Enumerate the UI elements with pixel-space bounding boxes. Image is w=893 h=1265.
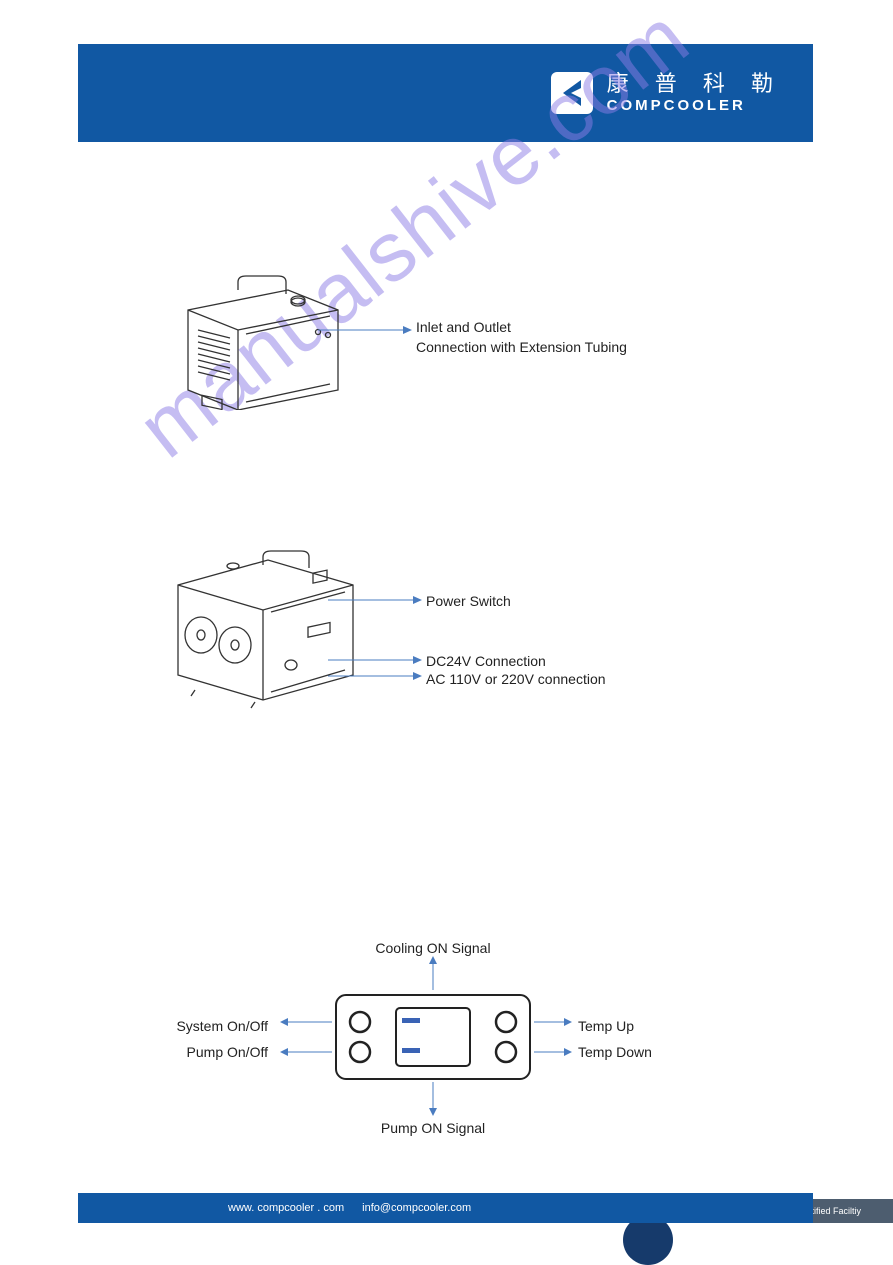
logo-text: 康 普 科 勒 COMPCOOLER <box>607 71 783 115</box>
brand-logo: 康 普 科 勒 COMPCOOLER <box>551 71 783 115</box>
callout-line-2: Connection with Extension Tubing <box>416 338 627 358</box>
callout-ac-power: AC 110V or 220V connection <box>426 670 606 690</box>
footer-website[interactable]: www. compcooler . com <box>228 1202 344 1214</box>
figure-2-rear-view: Power Switch DC24V Connection AC 110V or… <box>78 530 813 730</box>
callout-power-switch: Power Switch <box>426 592 511 612</box>
figure-3-control-panel: Cooling ON Signal Pump ON Signal System … <box>78 940 813 1140</box>
figure-1-front-view: Inlet and Outlet Connection with Extensi… <box>78 260 813 420</box>
brand-name-en: COMPCOOLER <box>607 97 783 115</box>
control-panel-icon <box>218 940 678 1140</box>
footer-email[interactable]: info@compcooler.com <box>362 1202 471 1214</box>
footer-bar: www. compcooler . com info@compcooler.co… <box>78 1193 813 1223</box>
header-bar: 康 普 科 勒 COMPCOOLER <box>78 44 813 142</box>
callout-line-1: Inlet and Outlet <box>416 318 627 338</box>
callout-dc24v: DC24V Connection <box>426 652 546 672</box>
footer-links: www. compcooler . com info@compcooler.co… <box>78 1202 471 1214</box>
logo-mark-icon <box>551 72 593 114</box>
brand-name-cn: 康 普 科 勒 <box>607 71 783 97</box>
callout-inlet-outlet: Inlet and Outlet Connection with Extensi… <box>416 318 627 357</box>
